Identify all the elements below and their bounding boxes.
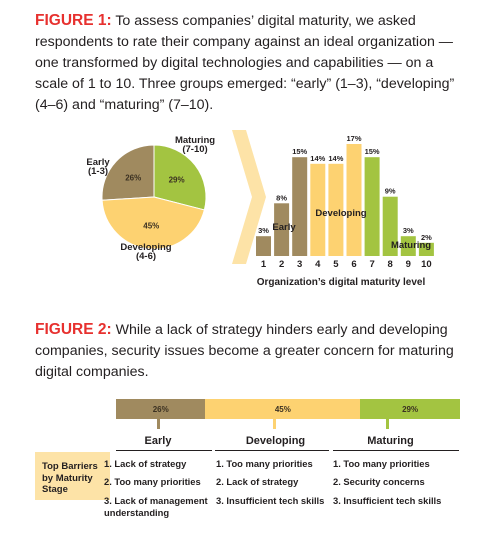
figure2-caption: FIGURE 2: While a lack of strategy hinde…: [35, 319, 455, 383]
bar-value-label-6: 17%: [346, 134, 361, 143]
bar-tick-label-8: 8: [388, 259, 393, 270]
stage-segment-maturing: 29%: [360, 399, 460, 419]
bar-level-3: [292, 157, 308, 256]
pie-range-label-developing: (4-6): [136, 251, 156, 262]
barrier-early-1: 1. Lack of strategy: [104, 458, 187, 469]
stage-distribution-bar: 26% 45% 29%: [116, 399, 460, 419]
pie-category-label-maturing: Maturing: [175, 135, 215, 146]
bar-level-5: [328, 163, 344, 256]
divider-maturing: [333, 450, 459, 451]
bar-value-label-8: 9%: [385, 187, 396, 196]
bar-level-2: [274, 203, 290, 256]
figure2-description: While a lack of strategy hinders early a…: [35, 322, 454, 380]
bar-chart: 3% 1 8% 2 15% 3 14% 4 14% 5 17% 6 15% 7 9% 8 3% 9 2% 10 Earl…: [256, 134, 434, 270]
bar-level-6: [346, 144, 362, 256]
bar-level-10: [418, 242, 434, 256]
figure1-caption: FIGURE 1: To assess companies’ digital m…: [35, 10, 455, 116]
bar-value-label-2: 8%: [276, 193, 287, 202]
bar-level-1: [256, 236, 271, 256]
bar-group-label-developing: Developing: [315, 208, 366, 219]
stage-heading-early: Early: [144, 435, 172, 447]
bar-tick-label-4: 4: [315, 259, 321, 270]
barrier-developing-1: 1. Too many priorities: [216, 458, 313, 469]
bar-value-label-7: 15%: [365, 147, 380, 156]
bar-value-label-5: 14%: [328, 154, 343, 163]
stage-heading-maturing: Maturing: [367, 435, 414, 447]
bar-value-label-10: 2%: [421, 233, 432, 242]
stage-tick-maturing: [386, 419, 389, 429]
bar-level-8: [382, 196, 398, 256]
barriers-row-header: Top Barriers by Maturity Stage: [35, 452, 110, 500]
figure1-charts: 26%Early(1-3)29%Maturing(7-10)45%Develop…: [86, 130, 434, 288]
bar-value-label-1: 3%: [258, 226, 269, 235]
barrier-developing-3: 3. Insufficient tech skills: [216, 495, 325, 506]
stage-tick-early: [157, 419, 160, 429]
bar-tick-label-3: 3: [297, 259, 302, 270]
bar-level-4: [310, 163, 326, 256]
bar-x-axis-label: Organization’s digital maturity level: [257, 277, 426, 288]
bar-tick-label-10: 10: [421, 259, 432, 270]
bar-group-label-maturing: Maturing: [391, 240, 431, 251]
bar-tick-label-2: 2: [279, 259, 284, 270]
stage-segment-early: 26%: [116, 399, 206, 419]
stage-tick-developing: [273, 419, 276, 429]
stage-heading-developing: Developing: [245, 435, 306, 447]
figure1-label: FIGURE 1:: [35, 12, 112, 29]
barrier-early-3: 3. Lack of management understanding: [104, 495, 208, 518]
pie-chart: 26% Early(1-3) 29% Maturing(7-10) 45% Develop…: [86, 135, 215, 262]
pie-value-label-early: 26%: [125, 173, 141, 182]
divider-early: [116, 450, 212, 451]
pie-range-label-early: (1-3): [88, 166, 108, 177]
bar-tick-label-5: 5: [333, 259, 339, 270]
bar-tick-label-1: 1: [261, 259, 267, 270]
barrier-maturing-2: 2. Security concerns: [333, 476, 425, 487]
pie-range-label-maturing: (7-10): [182, 144, 207, 155]
figure2-label: FIGURE 2:: [35, 321, 112, 338]
pie-slice-maturing: [153, 144, 207, 211]
stage-segment-developing: 45%: [205, 399, 361, 419]
bar-tick-label-9: 9: [406, 259, 411, 270]
bar-value-label-9: 3%: [403, 226, 414, 235]
bar-group-label-early: Early: [272, 222, 296, 233]
bar-value-label-3: 15%: [292, 147, 307, 156]
barrier-developing-2: 2. Lack of strategy: [216, 476, 299, 487]
barrier-maturing-3: 3. Insufficient tech skills: [333, 495, 442, 506]
pie-slice-developing: [101, 196, 205, 250]
figure1-description: To assess companies’ digital maturity, w…: [35, 13, 455, 113]
bar-value-label-4: 14%: [310, 154, 325, 163]
pie-category-label-developing: Developing: [120, 242, 171, 253]
bar-level-7: [364, 157, 380, 256]
pie-category-label-early: Early: [86, 157, 110, 168]
barrier-maturing-1: 1. Too many priorities: [333, 458, 430, 469]
barrier-early-2: 2. Too many priorities: [104, 476, 201, 487]
bar-level-9: [400, 236, 416, 256]
pie-value-label-maturing: 29%: [169, 176, 185, 185]
zoom-connector: [232, 130, 266, 264]
bar-tick-label-7: 7: [369, 259, 374, 270]
divider-developing: [215, 450, 329, 451]
bar-tick-label-6: 6: [351, 259, 356, 270]
pie-slice-early: [101, 144, 155, 201]
pie-value-label-developing: 45%: [143, 222, 159, 231]
